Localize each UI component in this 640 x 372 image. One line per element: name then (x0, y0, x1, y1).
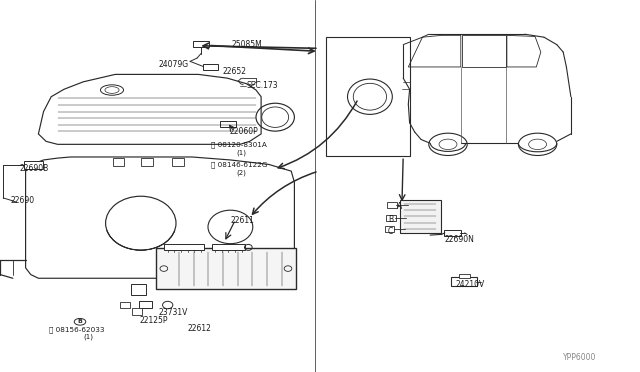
FancyBboxPatch shape (212, 244, 245, 250)
Text: Ⓑ 08156-62033: Ⓑ 08156-62033 (49, 326, 104, 333)
Text: SEC.173: SEC.173 (246, 81, 278, 90)
FancyBboxPatch shape (193, 41, 209, 47)
Text: 22125P: 22125P (140, 316, 168, 325)
Text: B: B (77, 319, 83, 324)
Text: C: C (388, 227, 393, 236)
FancyBboxPatch shape (131, 284, 146, 295)
Text: (2): (2) (237, 169, 246, 176)
FancyBboxPatch shape (220, 121, 236, 127)
FancyBboxPatch shape (459, 274, 470, 278)
FancyBboxPatch shape (24, 161, 43, 169)
Text: 24210V: 24210V (456, 280, 485, 289)
FancyBboxPatch shape (120, 302, 130, 308)
FancyBboxPatch shape (386, 215, 396, 221)
Text: YPP6000: YPP6000 (563, 353, 596, 362)
Text: 22690B: 22690B (19, 164, 49, 173)
Text: 24079G: 24079G (159, 60, 189, 69)
FancyBboxPatch shape (164, 244, 204, 250)
Text: (1): (1) (237, 149, 247, 156)
Text: 22690: 22690 (10, 196, 35, 205)
Text: (1): (1) (83, 333, 93, 340)
FancyBboxPatch shape (139, 301, 152, 308)
FancyBboxPatch shape (132, 308, 142, 315)
FancyBboxPatch shape (156, 248, 296, 289)
FancyBboxPatch shape (400, 200, 441, 232)
FancyBboxPatch shape (444, 230, 461, 236)
FancyBboxPatch shape (113, 158, 124, 166)
Text: 23731V: 23731V (159, 308, 188, 317)
FancyBboxPatch shape (203, 64, 218, 70)
Text: Ⓑ 08120-8301A: Ⓑ 08120-8301A (211, 142, 267, 148)
FancyBboxPatch shape (385, 226, 394, 232)
Text: A: A (397, 202, 402, 211)
FancyBboxPatch shape (172, 158, 184, 166)
Text: 22060P: 22060P (229, 127, 258, 136)
Text: 22612: 22612 (188, 324, 211, 333)
Text: 22611: 22611 (230, 216, 254, 225)
FancyBboxPatch shape (141, 158, 153, 166)
FancyBboxPatch shape (451, 277, 477, 286)
FancyBboxPatch shape (387, 202, 397, 208)
Text: 25085M: 25085M (232, 40, 262, 49)
Text: Ⓑ 08146-6122G: Ⓑ 08146-6122G (211, 162, 268, 169)
Text: 22652: 22652 (223, 67, 246, 76)
Text: B: B (388, 215, 393, 224)
Text: 22690N: 22690N (444, 235, 474, 244)
